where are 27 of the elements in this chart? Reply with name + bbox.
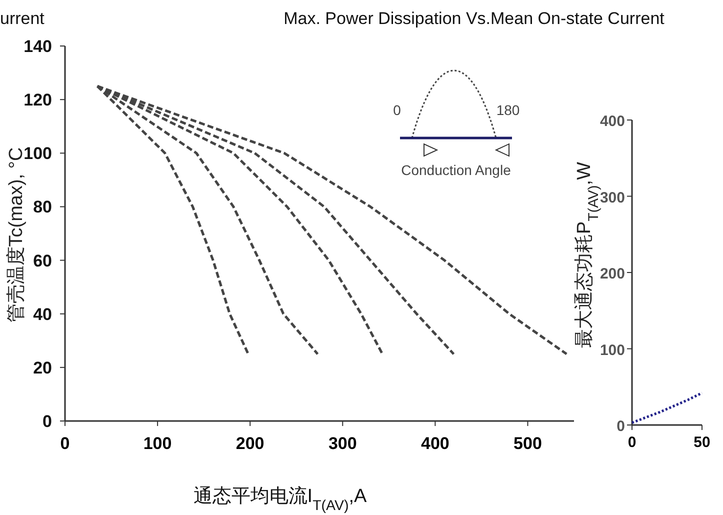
annotation: Conduction Angle (401, 162, 512, 178)
y-tick-label: 60 (33, 251, 52, 270)
y-tick-label: 300 (600, 189, 625, 206)
x-tick-label: 200 (236, 434, 264, 453)
x-tick-label: 500 (514, 434, 542, 453)
y-tick-label: 20 (33, 358, 52, 378)
chart-title: urrent (0, 9, 45, 28)
annotation: 180 (496, 102, 520, 118)
text: Max. Power Dissipation Vs.Mean On-state Current (284, 9, 665, 28)
y-tick-label: 0 (42, 412, 52, 431)
x-axis-title: 通态平均电流I$_{T(AV)}$,A (193, 485, 368, 514)
y-tick-label: 80 (33, 198, 52, 217)
x-tick-label: 300 (328, 434, 357, 453)
y-tick-label: 100 (24, 144, 52, 164)
y-tick-label: 100 (600, 342, 625, 359)
x-tick-label: 50 (694, 434, 710, 451)
y-tick-label: 40 (33, 304, 52, 324)
annotation: 0 (393, 102, 402, 118)
x-tick-label: 400 (420, 434, 450, 453)
y-tick-label: 0 (616, 418, 625, 435)
x-tick-label: 0 (628, 434, 636, 451)
x-tick-label: 100 (143, 434, 172, 453)
y-tick-label: 140 (24, 37, 52, 56)
x-tick-label: 0 (60, 434, 70, 453)
y-tick-label: 120 (24, 90, 52, 110)
y-tick-label: 200 (600, 266, 625, 282)
y-tick-label: 400 (600, 113, 625, 130)
